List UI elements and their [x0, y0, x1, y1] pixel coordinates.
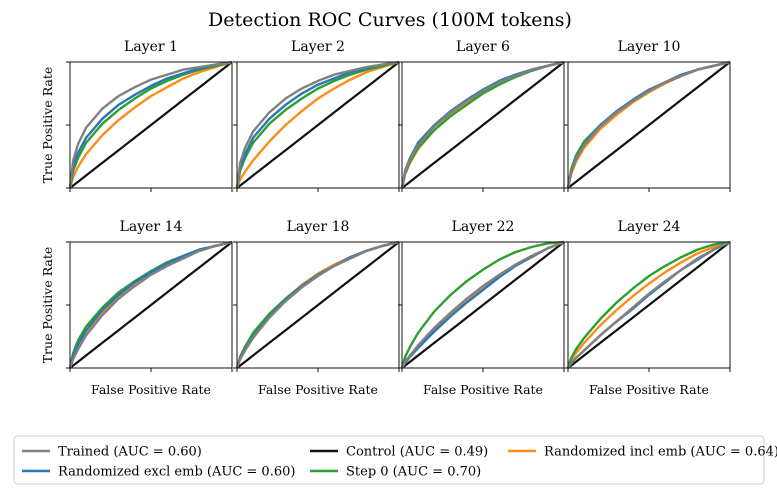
series-line-control — [69, 241, 233, 369]
series-line-trained — [235, 60, 400, 189]
legend-label: Trained (AUC = 0.60) — [58, 445, 202, 460]
series-line-step0 — [68, 60, 233, 189]
series-line-control — [236, 61, 400, 189]
legend-label: Step 0 (AUC = 0.70) — [346, 465, 481, 480]
panel-title: Layer 24 — [618, 219, 681, 235]
series-line-control — [567, 241, 731, 369]
y-axis-label: True Positive Rate — [40, 247, 55, 364]
series-line-step0 — [400, 240, 565, 369]
x-axis-label: False Positive Rate — [589, 382, 709, 397]
series-line-control — [69, 61, 233, 189]
x-axis-label: False Positive Rate — [423, 382, 543, 397]
legend-entry: Randomized incl emb (AUC = 0.64) — [508, 445, 777, 460]
panel-title: Layer 22 — [452, 219, 515, 235]
legend-label: Randomized incl emb (AUC = 0.64) — [544, 445, 777, 460]
panels-group: Layer 1 True Positive Rate Layer 2 Layer 6 L… — [40, 39, 731, 397]
panel-title: Layer 18 — [287, 219, 350, 235]
series-line-control — [401, 61, 565, 189]
series-line-rand_incl — [235, 60, 400, 189]
roc-panel-7: Layer 22 False Positive Rate — [398, 219, 565, 397]
roc-panel-2: Layer 2 — [233, 39, 400, 192]
x-axis-label: False Positive Rate — [91, 382, 211, 397]
roc-panel-1: Layer 1 True Positive Rate — [40, 39, 233, 192]
series-line-step0 — [566, 240, 731, 369]
panel-title: Layer 2 — [291, 39, 345, 55]
series-line-rand_incl — [68, 60, 233, 189]
panel-title: Layer 14 — [120, 219, 183, 235]
series-line-trained — [235, 240, 400, 369]
series-line-rand_incl — [566, 240, 731, 369]
legend-label: Control (AUC = 0.49) — [346, 445, 488, 460]
roc-panel-8: Layer 24 False Positive Rate — [564, 219, 731, 397]
series-line-control — [401, 241, 565, 369]
panel-title: Layer 6 — [456, 39, 510, 55]
roc-panel-4: Layer 10 — [564, 39, 731, 192]
legend-entry: Randomized excl emb (AUC = 0.60) — [22, 465, 295, 480]
series-line-trained — [68, 60, 233, 189]
legend-entry: Trained (AUC = 0.60) — [22, 445, 202, 460]
panel-title: Layer 10 — [618, 39, 681, 55]
panel-title: Layer 1 — [124, 39, 178, 55]
series-line-trained — [400, 240, 565, 369]
series-line-trained — [68, 240, 233, 369]
series-line-control — [236, 241, 400, 369]
legend-box — [13, 435, 765, 485]
series-line-step0 — [235, 60, 400, 189]
roc-panel-6: Layer 18 False Positive Rate — [233, 219, 400, 397]
legend: Trained (AUC = 0.60) Control (AUC = 0.49)… — [13, 435, 777, 485]
series-line-trained — [566, 60, 731, 189]
roc-panel-5: Layer 14 False Positive Rate True Positive… — [40, 219, 233, 397]
series-line-rand_excl — [235, 60, 400, 189]
figure-title: Detection ROC Curves (100M tokens) — [208, 9, 572, 31]
y-axis-label: True Positive Rate — [40, 67, 55, 184]
legend-entry: Control (AUC = 0.49) — [310, 445, 488, 460]
legend-entry: Step 0 (AUC = 0.70) — [310, 465, 481, 480]
series-line-trained — [566, 240, 731, 369]
roc-panel-3: Layer 6 — [398, 39, 565, 192]
series-line-control — [567, 61, 731, 189]
series-line-trained — [400, 60, 565, 189]
series-line-rand_excl — [68, 60, 233, 189]
x-axis-label: False Positive Rate — [258, 382, 378, 397]
legend-label: Randomized excl emb (AUC = 0.60) — [58, 465, 295, 480]
